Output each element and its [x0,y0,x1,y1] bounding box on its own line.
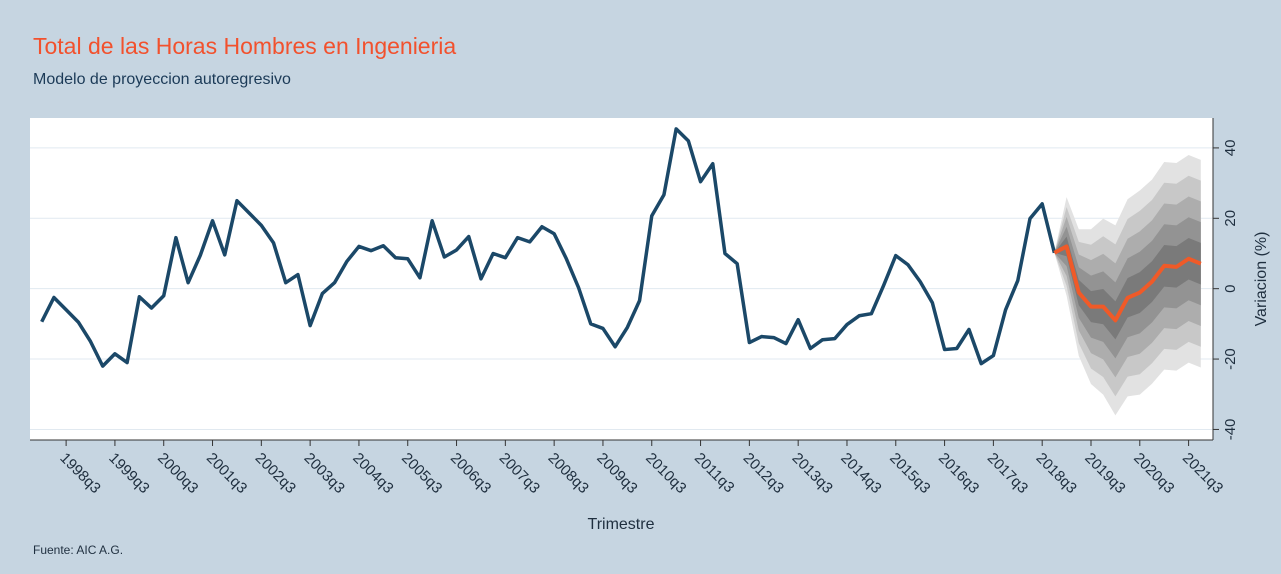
y-axis-label: Variacion (%) [1253,232,1270,327]
chart-title: Total de las Horas Hombres en Ingenieria [33,33,456,59]
y-tick-label: 20 [1222,210,1239,227]
plot-area [30,118,1213,440]
y-tick-label: 0 [1222,285,1239,293]
note: Fuente: AIC A.G. [33,543,123,557]
x-axis-label: Trimestre [588,516,655,533]
forecast-band [1054,236,1201,340]
series-line [40,127,1057,368]
y-tick-label: -20 [1222,348,1239,370]
y-tick-label: 40 [1222,140,1239,157]
chart-subtitle: Modelo de proyeccion autoregresivo [33,71,291,88]
series-line [1053,244,1202,323]
y-tick-label: -40 [1222,419,1239,441]
